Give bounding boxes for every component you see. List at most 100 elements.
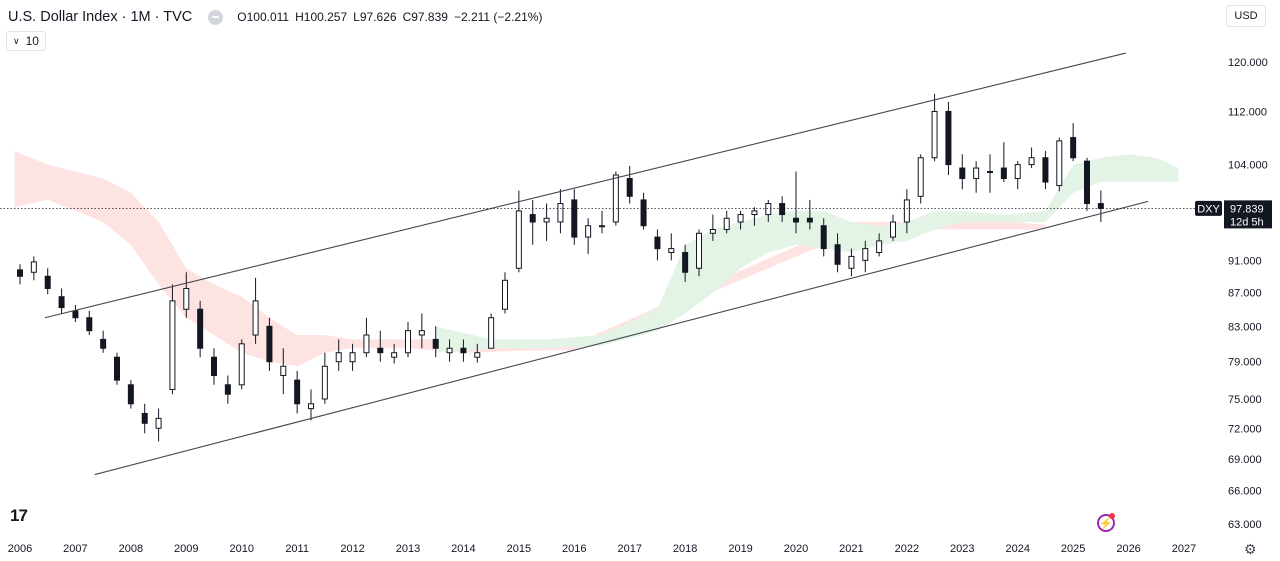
candle <box>405 322 411 358</box>
candle <box>1000 142 1007 183</box>
x-tick-label: 2024 <box>1005 543 1029 555</box>
ohlc-close-key: C <box>402 10 412 24</box>
x-tick-label: 2009 <box>174 543 198 555</box>
x-tick-label: 2021 <box>839 543 863 555</box>
candle <box>321 352 328 404</box>
y-tick-label: 79.000 <box>1228 357 1262 369</box>
price-axis[interactable]: 120.000112.000104.00098.00091.00087.0008… <box>1228 57 1268 531</box>
candle <box>640 192 647 230</box>
candle <box>446 339 453 362</box>
ohlc-high-key: H <box>295 10 304 24</box>
x-tick-label: 2014 <box>451 543 475 555</box>
x-tick-label: 2006 <box>8 543 32 555</box>
candle <box>100 330 107 353</box>
ichimoku-cloud <box>14 150 1179 367</box>
tradingview-logo-icon[interactable]: 17 <box>10 506 28 525</box>
trend-channel[interactable] <box>44 52 1149 476</box>
candle <box>30 256 37 281</box>
eye-icon[interactable] <box>208 9 224 25</box>
x-tick-label: 2018 <box>673 543 697 555</box>
candle <box>779 196 786 222</box>
y-tick-label: 75.000 <box>1228 394 1262 406</box>
candle <box>335 339 342 371</box>
lower-trendline[interactable] <box>94 200 1149 476</box>
upper-trendline[interactable] <box>44 52 1126 319</box>
candle <box>86 310 93 336</box>
candle <box>211 348 217 385</box>
candle <box>557 189 564 234</box>
candle <box>529 199 536 245</box>
x-tick-label: 2011 <box>285 543 309 555</box>
x-tick-label: 2017 <box>617 543 641 555</box>
x-tick-label: 2010 <box>229 543 253 555</box>
ohlc-high: H100.257 <box>295 10 347 24</box>
y-tick-label: 91.000 <box>1228 255 1262 267</box>
candle <box>903 189 910 234</box>
candle <box>502 272 508 314</box>
currency-button[interactable]: USD <box>1226 5 1266 27</box>
candle <box>197 300 204 358</box>
candle <box>806 199 813 230</box>
candle <box>751 207 758 226</box>
candle <box>44 268 51 295</box>
candle <box>945 101 952 176</box>
candle <box>834 233 841 273</box>
candle <box>876 233 883 257</box>
x-tick-label: 2013 <box>396 543 420 555</box>
candle <box>987 154 993 193</box>
symbol-title[interactable]: U.S. Dollar Index · 1M · TVC <box>8 9 193 25</box>
ohlc-low: L97.626 <box>353 10 396 24</box>
y-tick-label: 104.000 <box>1228 160 1268 172</box>
candle <box>72 305 79 323</box>
candle <box>183 272 190 318</box>
cloud-bear-area <box>14 150 1046 367</box>
ohlc-open: O100.011 <box>237 10 289 24</box>
candle <box>58 288 65 314</box>
ohlc-change: −2.211 (−2.21%) <box>453 10 543 24</box>
candle <box>1070 123 1077 162</box>
candle <box>488 313 495 349</box>
candle <box>391 343 398 364</box>
y-tick-label: 87.000 <box>1228 288 1262 300</box>
candles <box>17 93 1104 442</box>
price-label-symbol-bg <box>1195 200 1222 216</box>
x-tick-label: 2019 <box>728 543 752 555</box>
candle <box>723 210 730 234</box>
candle <box>294 370 301 414</box>
price-label-bg <box>1224 200 1272 229</box>
y-tick-label: 69.000 <box>1228 454 1262 466</box>
candle <box>890 214 896 241</box>
gear-icon[interactable]: ⚙ <box>1244 541 1257 557</box>
candle <box>848 248 855 277</box>
x-tick-label: 2016 <box>562 543 586 555</box>
candle <box>599 210 605 234</box>
candle <box>141 403 148 434</box>
price-label-symbol: DXY <box>1197 203 1220 215</box>
x-tick-label: 2027 <box>1172 543 1196 555</box>
indicator-count: 10 <box>25 34 39 48</box>
candle <box>1028 147 1035 169</box>
price-label: DXY 97.839 12d 5h <box>1195 200 1272 229</box>
candle <box>114 352 120 385</box>
y-tick-label: 66.000 <box>1228 486 1262 498</box>
candle <box>820 218 827 257</box>
notification-dot <box>1109 513 1115 519</box>
time-axis[interactable]: 2006 2007 2008 2009 2010 2011 2012 2013 2014 2015… <box>8 543 1196 555</box>
candle <box>1014 161 1021 190</box>
candle <box>308 389 314 421</box>
y-tick-label: 120.000 <box>1228 57 1268 69</box>
candle <box>973 161 980 193</box>
lightning-icon[interactable]: ⚡ <box>1097 514 1115 532</box>
candle <box>543 203 550 241</box>
candle <box>252 277 259 344</box>
ohlc-open-key: O <box>237 10 247 24</box>
indicator-toggle[interactable]: ∨ 10 <box>6 31 46 51</box>
candle <box>585 218 592 255</box>
x-tick-label: 2023 <box>950 543 974 555</box>
candle <box>668 233 675 261</box>
x-tick-label: 2022 <box>895 543 919 555</box>
candle <box>959 154 966 190</box>
candle <box>155 408 162 442</box>
candle <box>682 244 689 282</box>
